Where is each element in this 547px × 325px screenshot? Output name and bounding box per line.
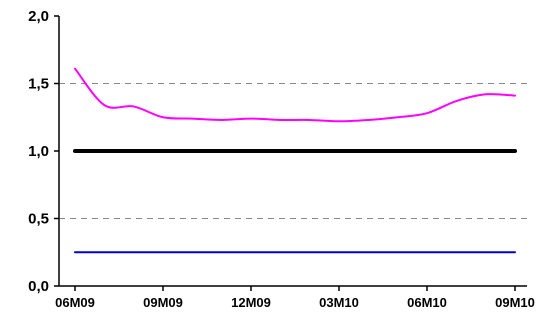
x-axis-ticks: 06M09 09M09 12M09 03M10 06M10 09M10 (55, 286, 535, 310)
gridlines (59, 83, 527, 219)
y-tick-label-4: 2,0 (28, 8, 49, 25)
series-lines (73, 67, 517, 254)
y-tick-label-0: 0,0 (28, 278, 49, 295)
x-tick-label-3: 03M10 (319, 295, 359, 310)
x-tick-label-0: 06M09 (55, 295, 95, 310)
y-tick-label-3: 1,5 (28, 76, 49, 93)
y-tick-label-2: 1,0 (28, 143, 49, 160)
x-tick-label-2: 12M09 (231, 295, 271, 310)
x-tick-label-1: 09M09 (143, 295, 183, 310)
x-tick-label-5: 09M10 (495, 295, 535, 310)
x-tick-label-4: 06M10 (407, 295, 447, 310)
y-axis-ticks: 0,0 0,5 1,0 1,5 2,0 (28, 8, 59, 295)
y-tick-label-1: 0,5 (28, 211, 49, 228)
series-line-0 (74, 67, 516, 123)
